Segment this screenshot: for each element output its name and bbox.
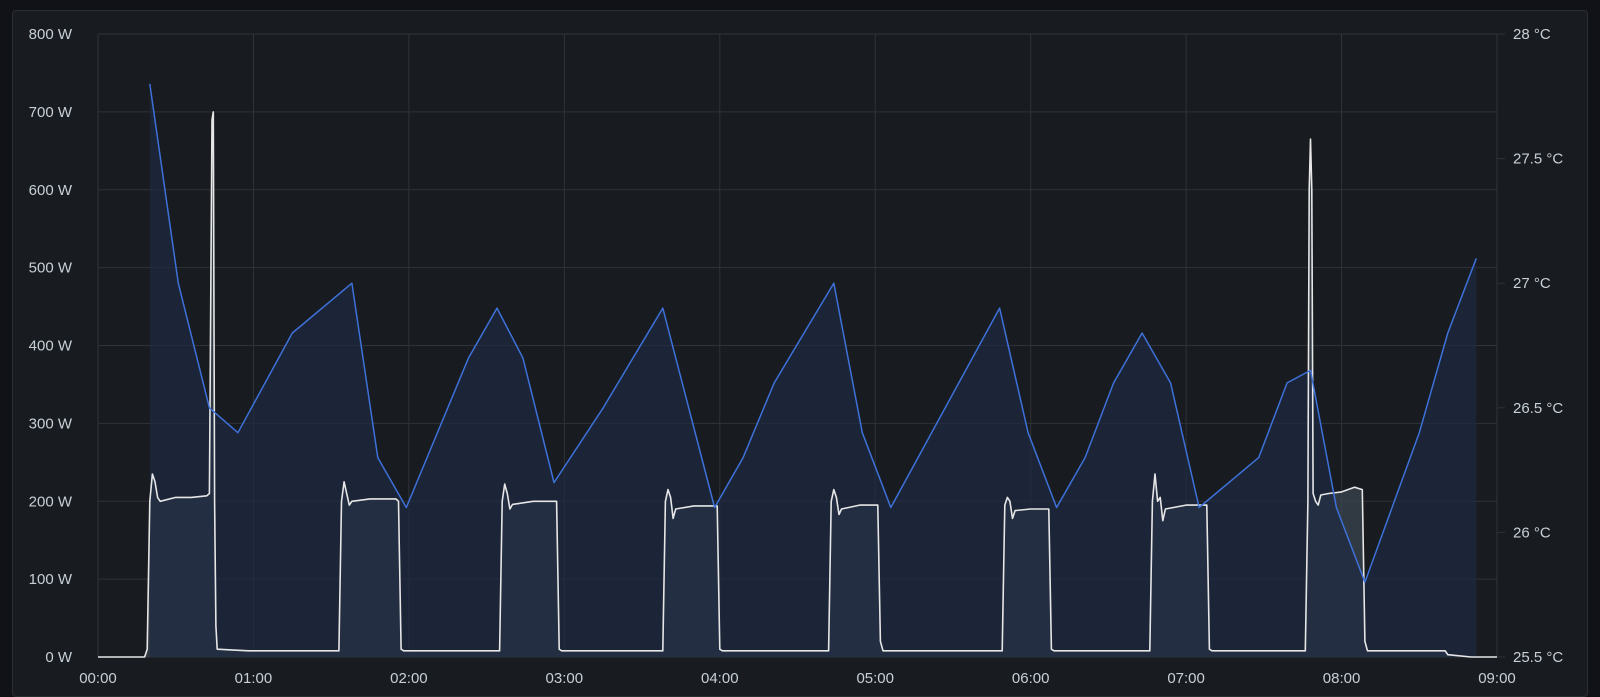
y-left-tick-label: 200 W <box>29 493 73 510</box>
y-left-tick-label: 0 W <box>45 649 73 666</box>
series-1-line <box>149 83 1478 583</box>
x-tick-label: 00:00 <box>79 670 117 687</box>
y-left-tick-label: 700 W <box>29 104 73 121</box>
series-0-line <box>98 111 1497 658</box>
y-left-tick-label: 100 W <box>29 571 73 588</box>
y-right-tick-label: 27.5 °C <box>1513 151 1563 168</box>
y-right-tick-label: 28 °C <box>1513 26 1551 43</box>
x-tick-label: 05:00 <box>856 670 894 687</box>
y-left-tick-label: 300 W <box>29 415 73 432</box>
y-left-tick-label: 800 W <box>29 26 73 43</box>
x-tick-label: 08:00 <box>1323 670 1361 687</box>
y-right-tick-label: 27 °C <box>1513 275 1551 292</box>
x-tick-label: 06:00 <box>1012 670 1050 687</box>
series-1-area <box>149 83 1477 658</box>
y-right-tick-label: 26 °C <box>1513 524 1551 541</box>
y-left-tick-label: 600 W <box>29 182 73 199</box>
x-tick-label: 09:00 <box>1478 670 1516 687</box>
y-right-tick-label: 26.5 °C <box>1513 400 1563 417</box>
x-tick-label: 02:00 <box>390 670 428 687</box>
x-tick-label: 07:00 <box>1167 670 1205 687</box>
x-tick-label: 04:00 <box>701 670 739 687</box>
x-tick-label: 01:00 <box>235 670 273 687</box>
y-left-tick-label: 400 W <box>29 338 73 355</box>
x-tick-label: 03:00 <box>546 670 584 687</box>
y-left-tick-label: 500 W <box>29 260 73 277</box>
y-right-tick-label: 25.5 °C <box>1513 649 1563 666</box>
